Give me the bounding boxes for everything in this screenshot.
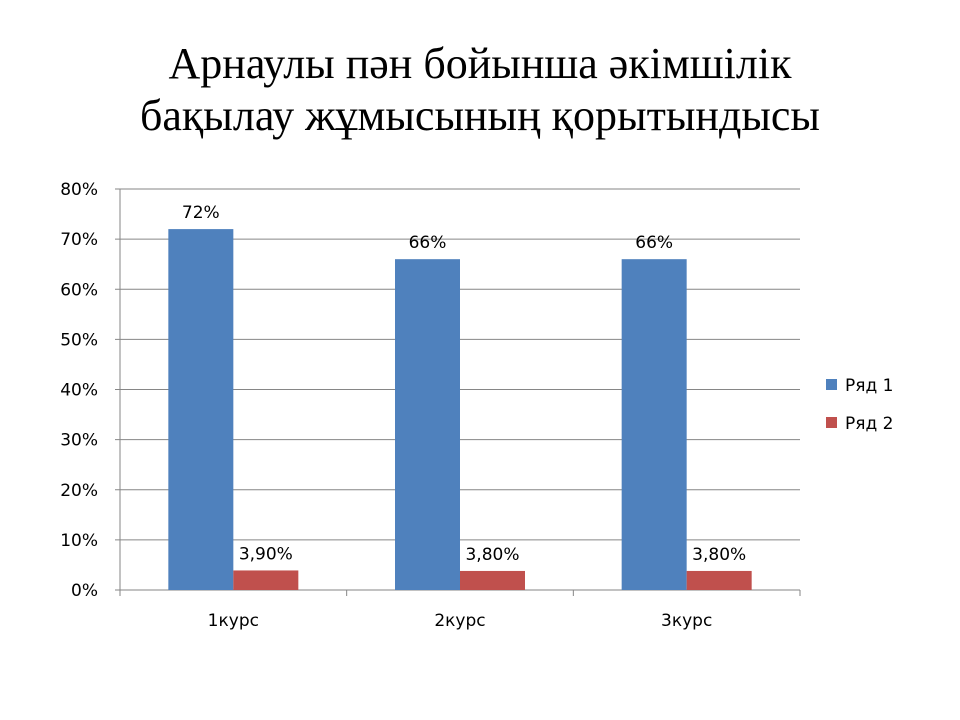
x-tick-label: 2курс	[434, 611, 485, 631]
y-tick-label: 0%	[71, 581, 98, 601]
y-tick-label: 40%	[60, 381, 98, 401]
legend-label: Ряд 1	[845, 376, 893, 396]
x-tick-label: 3курс	[661, 611, 712, 631]
y-tick-label: 70%	[60, 230, 98, 250]
bar-series-2	[686, 570, 752, 590]
bar-series-1	[395, 259, 460, 590]
y-tick-label: 80%	[60, 180, 98, 200]
bar-series-1	[168, 229, 234, 590]
data-label: 3,80%	[692, 545, 746, 565]
y-tick-label: 50%	[60, 330, 98, 350]
bar-series-2	[233, 570, 299, 590]
slide-title: Арнаулы пән бойынша әкімшілік бақылау жұ…	[0, 38, 960, 142]
legend-swatch	[826, 417, 837, 428]
y-tick-label: 10%	[60, 531, 98, 551]
legend-swatch	[826, 379, 837, 390]
title-line-2: бақылау жұмысының қорытындысы	[140, 91, 820, 140]
data-label: 72%	[182, 203, 220, 223]
data-label: 66%	[635, 233, 673, 253]
data-label: 66%	[409, 233, 447, 253]
bar-series-2	[460, 570, 525, 590]
title-line-1: Арнаулы пән бойынша әкімшілік	[168, 39, 792, 88]
y-tick-label: 20%	[60, 481, 98, 501]
x-tick-label: 1курс	[208, 611, 259, 631]
data-label: 3,90%	[239, 544, 293, 564]
bar-series-1	[621, 259, 687, 590]
y-tick-label: 30%	[60, 431, 98, 451]
data-label: 3,80%	[465, 545, 519, 565]
legend-label: Ряд 2	[845, 414, 893, 434]
y-tick-label: 60%	[60, 280, 98, 300]
